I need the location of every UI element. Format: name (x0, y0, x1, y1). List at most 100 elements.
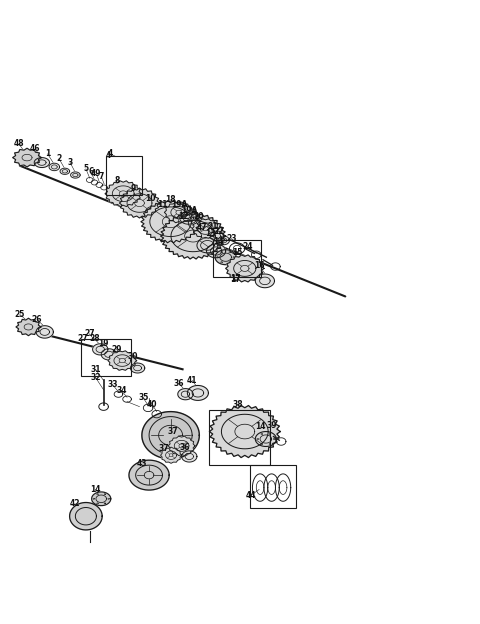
Polygon shape (36, 326, 53, 338)
Text: 14: 14 (90, 485, 101, 494)
Polygon shape (142, 412, 199, 459)
Polygon shape (160, 447, 181, 463)
Text: 25: 25 (15, 310, 25, 319)
Bar (213, 240, 261, 276)
Polygon shape (160, 213, 226, 259)
Polygon shape (70, 502, 102, 530)
Polygon shape (145, 206, 162, 218)
Polygon shape (71, 172, 80, 178)
Polygon shape (178, 389, 193, 400)
Text: 49: 49 (91, 169, 102, 178)
Text: 43: 43 (137, 459, 147, 468)
Text: 24: 24 (242, 242, 252, 251)
Text: 38: 38 (232, 399, 243, 409)
Text: 8: 8 (115, 175, 120, 185)
Text: 5: 5 (84, 164, 88, 173)
Text: 21: 21 (207, 222, 217, 231)
Text: 36: 36 (179, 443, 190, 452)
Text: 47: 47 (196, 223, 207, 232)
Text: 32: 32 (90, 373, 101, 382)
Text: 39: 39 (266, 421, 277, 430)
Polygon shape (101, 349, 117, 360)
Text: 1: 1 (45, 149, 50, 158)
Text: 19A: 19A (181, 206, 197, 215)
Polygon shape (164, 202, 193, 223)
Text: 29: 29 (111, 345, 122, 354)
Text: 3: 3 (68, 158, 72, 167)
Polygon shape (131, 363, 145, 373)
Text: 42: 42 (70, 499, 80, 509)
Text: 19A: 19A (171, 200, 188, 210)
Polygon shape (206, 244, 226, 258)
Polygon shape (49, 163, 60, 171)
Text: 9: 9 (131, 183, 136, 193)
Bar (106, 157, 142, 195)
Text: 36: 36 (173, 379, 184, 388)
Polygon shape (188, 217, 205, 229)
Polygon shape (255, 274, 275, 288)
Polygon shape (209, 406, 280, 457)
Text: 37: 37 (158, 444, 169, 454)
Polygon shape (105, 181, 142, 207)
Text: 6: 6 (88, 167, 93, 176)
Polygon shape (192, 219, 219, 238)
Text: 30: 30 (128, 353, 138, 361)
Bar (81, 339, 131, 376)
Text: 34: 34 (116, 386, 127, 395)
Polygon shape (218, 236, 229, 245)
Text: 16: 16 (254, 261, 264, 270)
Text: 15: 15 (232, 248, 243, 256)
Text: 12: 12 (178, 212, 189, 222)
Text: 41: 41 (187, 376, 197, 385)
Text: 7: 7 (98, 172, 104, 181)
Polygon shape (12, 149, 41, 167)
Bar (209, 411, 270, 464)
Text: 18: 18 (165, 195, 176, 205)
Polygon shape (215, 250, 236, 265)
Text: 14: 14 (213, 236, 224, 245)
Polygon shape (181, 451, 197, 462)
Text: 20: 20 (193, 212, 204, 222)
Text: 46: 46 (30, 144, 40, 154)
Text: 40: 40 (147, 399, 157, 409)
Polygon shape (168, 436, 195, 456)
Polygon shape (60, 168, 70, 174)
Polygon shape (180, 212, 197, 224)
Polygon shape (93, 344, 108, 355)
Bar (250, 464, 297, 508)
Polygon shape (141, 201, 200, 243)
Polygon shape (255, 432, 276, 447)
Text: 17: 17 (230, 275, 240, 283)
Text: 48: 48 (13, 139, 24, 149)
Text: 35: 35 (138, 393, 148, 402)
Polygon shape (108, 351, 137, 370)
Polygon shape (120, 188, 159, 218)
Text: 4: 4 (107, 149, 112, 158)
Text: 17: 17 (230, 274, 240, 283)
Text: 33: 33 (108, 381, 118, 389)
Text: 26: 26 (32, 315, 42, 324)
Text: 19: 19 (98, 339, 108, 348)
Polygon shape (187, 386, 208, 401)
Polygon shape (16, 318, 41, 336)
Text: 10: 10 (145, 194, 155, 203)
Text: 4: 4 (105, 150, 110, 160)
Polygon shape (226, 255, 264, 282)
Text: 13: 13 (205, 229, 216, 238)
Polygon shape (129, 460, 169, 490)
Text: 22: 22 (214, 227, 224, 236)
Text: 27: 27 (78, 334, 88, 343)
Text: 28: 28 (89, 334, 100, 343)
Polygon shape (34, 158, 49, 168)
Text: 11: 11 (157, 200, 168, 210)
Text: 37: 37 (168, 427, 178, 436)
Polygon shape (92, 492, 111, 505)
Polygon shape (197, 238, 218, 253)
Text: 44: 44 (245, 491, 256, 500)
Text: 27: 27 (84, 329, 95, 338)
Text: 31: 31 (90, 365, 101, 374)
Polygon shape (210, 231, 224, 241)
Text: 23: 23 (226, 234, 237, 243)
Text: 2: 2 (57, 154, 62, 163)
Text: 14: 14 (255, 422, 265, 431)
